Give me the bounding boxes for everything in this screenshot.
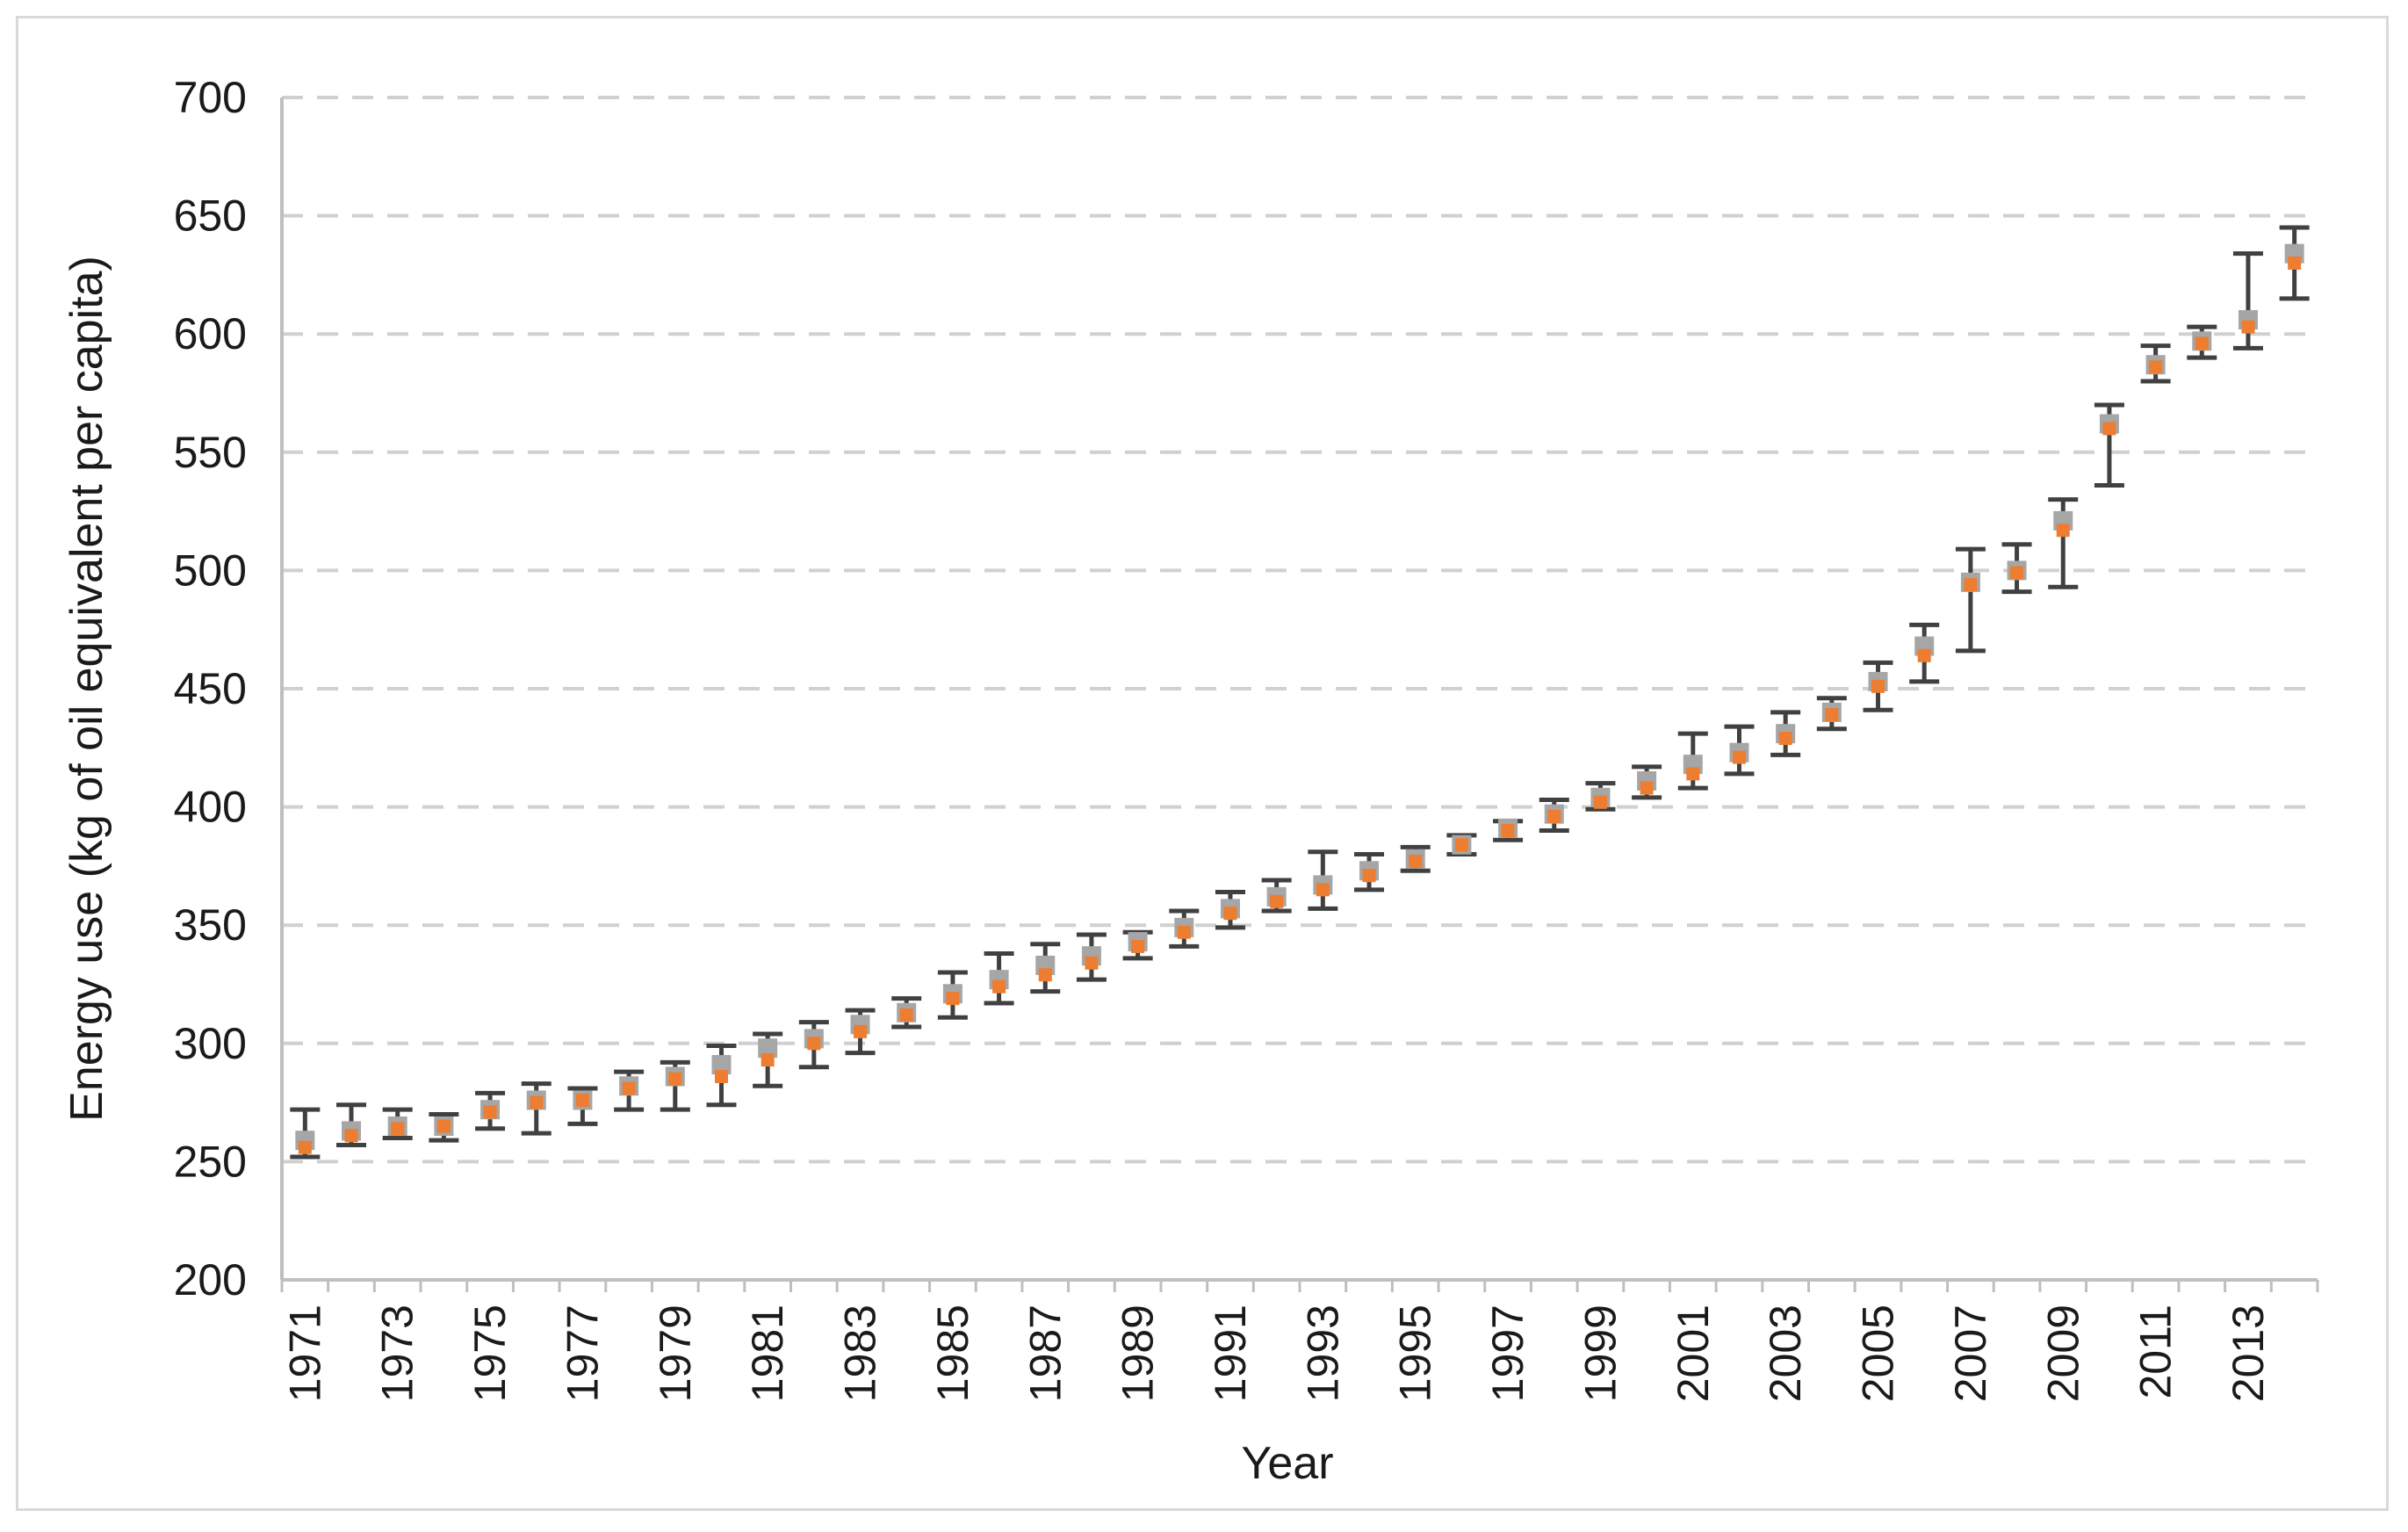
orange-marker [1640, 781, 1654, 795]
x-tick-label: 1973 [373, 1304, 422, 1402]
x-tick-label: 1977 [558, 1304, 607, 1402]
x-axis-title: Year [1241, 1438, 1333, 1489]
y-tick-label: 600 [174, 309, 247, 358]
y-tick-label: 350 [174, 900, 247, 950]
x-tick-label: 1981 [743, 1304, 792, 1402]
orange-marker [1778, 732, 1792, 746]
axis-layer [280, 98, 2319, 1292]
orange-marker [436, 1119, 451, 1133]
orange-marker [1270, 894, 1284, 908]
x-tick-label: 1993 [1298, 1304, 1347, 1402]
chart-frame: 200 250 300 350 400 450 500 550 600 650 700 1971 197… [16, 16, 2389, 1511]
orange-marker [1223, 907, 1237, 921]
orange-marker [1547, 809, 1561, 823]
x-tick-label: 2007 [1946, 1304, 1995, 1402]
orange-marker [1686, 767, 1700, 781]
x-tick-label: 1985 [928, 1304, 977, 1402]
orange-marker [1593, 795, 1607, 809]
orange-marker [1362, 869, 1376, 883]
orange-marker [1917, 648, 1931, 662]
orange-marker [530, 1095, 544, 1109]
orange-marker [668, 1072, 682, 1086]
grid-layer [282, 96, 2318, 1164]
orange-marker [1177, 925, 1191, 939]
label-layer: 200 250 300 350 400 450 500 550 600 650 700 1971 197… [174, 73, 2273, 1402]
x-tick-label: 1997 [1483, 1304, 1532, 1402]
orange-marker [1964, 578, 1978, 592]
orange-marker [2195, 336, 2209, 350]
orange-marker [854, 1024, 868, 1038]
orange-marker [2102, 422, 2116, 436]
gray-marker [711, 1055, 732, 1075]
x-tick-label: 2003 [1761, 1304, 1810, 1402]
x-tick-label: 2013 [2224, 1304, 2273, 1402]
y-tick-label: 500 [174, 546, 247, 595]
orange-marker [1038, 968, 1052, 982]
orange-marker [2241, 320, 2255, 334]
x-tick-label: 2009 [2038, 1304, 2087, 1402]
orange-marker [1825, 708, 1839, 722]
orange-marker [575, 1093, 589, 1107]
orange-marker [1085, 956, 1099, 970]
orange-marker [298, 1140, 312, 1154]
y-tick-label: 400 [174, 783, 247, 832]
orange-marker [946, 992, 960, 1006]
orange-marker [2149, 360, 2163, 374]
x-tick-label: 2005 [1854, 1304, 1903, 1402]
orange-marker [622, 1081, 636, 1095]
orange-marker [2288, 256, 2302, 270]
orange-marker [2056, 524, 2070, 538]
orange-marker [1871, 679, 1885, 693]
orange-marker [1501, 824, 1515, 838]
orange-marker [2010, 566, 2024, 580]
y-tick-label: 700 [174, 73, 247, 122]
x-tick-label: 1987 [1020, 1304, 1070, 1402]
x-tick-label: 1991 [1206, 1304, 1255, 1402]
orange-marker [992, 979, 1006, 994]
orange-marker [344, 1129, 358, 1143]
y-tick-label: 550 [174, 428, 247, 477]
orange-marker [761, 1053, 775, 1067]
x-tick-label: 1989 [1114, 1304, 1163, 1402]
error-bar-layer [290, 225, 2310, 1160]
x-tick-label: 1975 [465, 1304, 515, 1402]
chart-svg: 200 250 300 350 400 450 500 550 600 650 700 1971 197… [61, 73, 2319, 1489]
y-axis-title: Energy use (kg of oil equivalent per cap… [61, 256, 112, 1122]
orange-marker [807, 1037, 821, 1051]
y-tick-label: 650 [174, 192, 247, 241]
orange-marker [714, 1069, 728, 1083]
x-tick-label: 1983 [836, 1304, 885, 1402]
y-tick-label: 250 [174, 1137, 247, 1186]
orange-marker [391, 1122, 405, 1136]
gray-marker [758, 1038, 778, 1059]
orange-marker [1732, 750, 1746, 764]
y-tick-label: 200 [174, 1255, 247, 1304]
orange-marker [899, 1008, 913, 1022]
orange-marker [1131, 939, 1145, 953]
orange-marker [1316, 883, 1330, 897]
orange-marker [483, 1105, 497, 1119]
x-tick-label: 1979 [651, 1304, 700, 1402]
marker-layer [295, 243, 2304, 1154]
orange-marker [1454, 838, 1468, 852]
x-tick-label: 1995 [1391, 1304, 1440, 1402]
y-tick-label: 300 [174, 1019, 247, 1068]
orange-marker [1409, 855, 1423, 869]
y-tick-label: 450 [174, 664, 247, 713]
x-tick-label: 1971 [280, 1304, 329, 1402]
x-tick-label: 1999 [1575, 1304, 1625, 1402]
x-tick-label: 2001 [1669, 1304, 1718, 1402]
x-tick-label: 2011 [2131, 1304, 2181, 1399]
